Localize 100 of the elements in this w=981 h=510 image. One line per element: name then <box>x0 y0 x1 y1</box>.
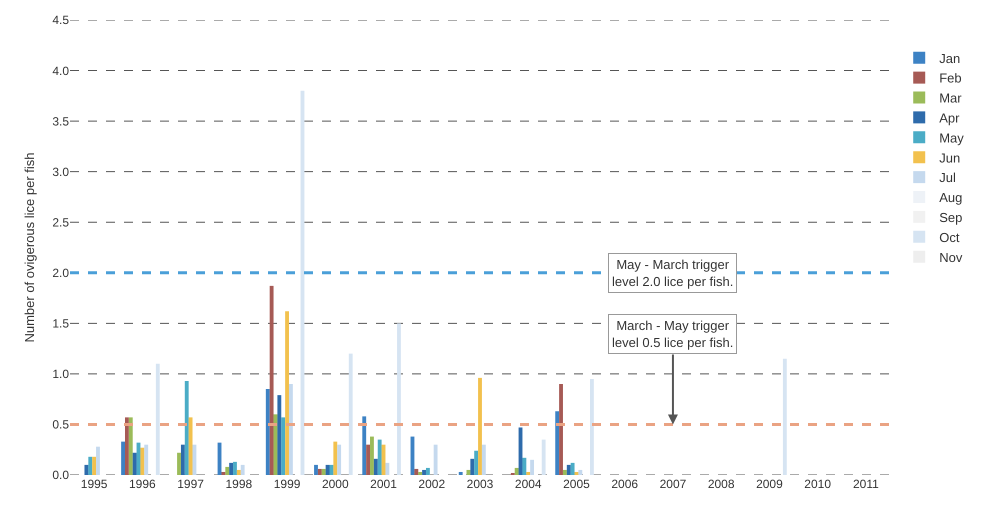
bar <box>225 466 230 475</box>
bar <box>156 364 160 475</box>
bar <box>300 90 304 475</box>
y-tick-label: 2.5 <box>52 215 70 230</box>
y-tick-label: 0.0 <box>52 468 70 482</box>
bar <box>559 384 563 475</box>
x-tick-label: 2000 <box>322 477 349 491</box>
bar <box>348 354 353 475</box>
x-tick-label: 2002 <box>418 477 446 491</box>
ref-line-label: May - March trigger level 2.0 lice per fish. <box>612 257 734 289</box>
bar <box>782 358 787 475</box>
ref-line-label: March - May trigger level 0.5 lice per fish. <box>612 318 734 350</box>
legend-label: May <box>939 130 964 146</box>
x-tick-label: 1997 <box>177 477 204 491</box>
bar <box>140 448 144 475</box>
bar <box>136 442 140 475</box>
x-tick-label: 2011 <box>852 477 880 491</box>
x-tick-label: 2004 <box>514 477 542 491</box>
x-tick-label: 1996 <box>129 477 156 491</box>
x-tick-label: 1995 <box>80 477 108 491</box>
bar <box>318 468 322 475</box>
y-tick-label: 0.5 <box>52 418 70 432</box>
x-tick-label: 2001 <box>370 477 398 491</box>
legend-label: Mar <box>939 90 962 106</box>
y-axis-title: Number of ovigerous lice per fish <box>22 152 37 343</box>
bar <box>570 462 575 475</box>
bar <box>366 444 370 475</box>
bar <box>177 452 181 475</box>
bar <box>518 427 522 475</box>
bar <box>221 472 226 475</box>
x-tick-label: 2007 <box>660 477 687 491</box>
bar <box>397 323 401 475</box>
bar <box>434 444 438 475</box>
bar <box>542 440 546 475</box>
y-tick-label: 1.5 <box>52 316 70 331</box>
bar <box>180 444 185 475</box>
bar <box>233 462 237 475</box>
x-tick-label: 2009 <box>756 477 784 491</box>
bar <box>382 444 386 475</box>
bar <box>414 468 418 475</box>
bar <box>478 378 482 475</box>
bar <box>92 456 96 475</box>
bar <box>562 470 567 475</box>
bar <box>314 464 318 475</box>
bar <box>326 464 330 475</box>
bar <box>470 458 474 475</box>
bar <box>410 436 414 475</box>
bar <box>288 384 293 475</box>
legend-label: Oct <box>939 230 960 245</box>
bar <box>192 444 196 475</box>
legend-label: Nov <box>939 250 963 265</box>
bar <box>590 378 594 475</box>
bar <box>274 414 278 475</box>
bar <box>88 456 92 475</box>
x-tick-label: 2010 <box>804 477 832 491</box>
bar <box>218 442 222 475</box>
bar <box>236 470 241 475</box>
bar <box>426 468 430 475</box>
bar <box>277 395 282 475</box>
bar <box>121 442 125 475</box>
bar <box>144 444 148 475</box>
bar <box>270 286 274 475</box>
bar <box>578 470 582 475</box>
y-tick-label: 3.5 <box>52 114 70 128</box>
legend-label: Feb <box>939 70 962 86</box>
x-tick-label: 2008 <box>708 477 735 491</box>
bar <box>385 462 390 475</box>
bar <box>474 450 478 475</box>
x-tick-label: 2005 <box>563 477 590 491</box>
x-tick-label: 2006 <box>611 477 638 491</box>
bar <box>96 446 100 475</box>
y-tick-label: 4.0 <box>52 64 70 78</box>
bar <box>229 462 234 475</box>
bar <box>370 436 374 475</box>
bar <box>266 389 270 475</box>
bar <box>378 440 382 475</box>
bar <box>281 417 286 475</box>
bar <box>188 417 193 475</box>
bar <box>566 464 571 475</box>
bar <box>240 464 245 475</box>
bar <box>330 464 334 475</box>
legend-label: Sep <box>939 210 962 225</box>
bar <box>422 470 426 475</box>
bar <box>285 311 289 475</box>
x-tick-label: 2003 <box>466 477 494 491</box>
bar <box>514 468 519 475</box>
y-tick-label: 3.0 <box>52 164 70 179</box>
x-tick-label: 1998 <box>225 477 252 491</box>
y-tick-label: 2.0 <box>52 266 70 280</box>
bar <box>574 472 578 475</box>
bar <box>522 458 526 475</box>
bar <box>482 444 486 475</box>
bar <box>374 458 378 475</box>
y-tick-label: 4.5 <box>52 13 70 28</box>
bar <box>132 452 137 475</box>
legend-label: Jul <box>939 170 956 186</box>
bar <box>84 464 88 475</box>
bar <box>530 460 534 475</box>
bar <box>466 470 470 475</box>
legend-label: Apr <box>939 110 960 126</box>
